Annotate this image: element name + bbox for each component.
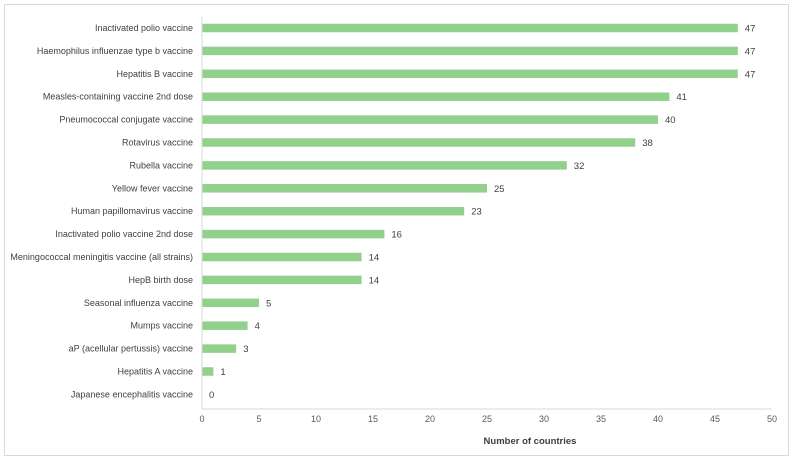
x-tick-label: 10	[311, 414, 321, 424]
bar	[202, 69, 738, 79]
category-label: Measles-containing vaccine 2nd dose	[43, 92, 193, 102]
bars	[202, 23, 738, 376]
bar	[202, 115, 658, 124]
category-label: aP (acellular pertussis) vaccine	[69, 344, 193, 354]
chart-frame	[4, 4, 789, 456]
category-label: Yellow fever vaccine	[112, 183, 193, 193]
category-label: Hepatitis B vaccine	[116, 69, 193, 79]
bar	[202, 138, 636, 147]
bar	[202, 275, 362, 285]
data-label: 47	[745, 24, 756, 35]
bar	[202, 344, 237, 353]
data-label: 32	[574, 161, 585, 172]
category-label: Rubella vaccine	[129, 160, 193, 170]
bar	[202, 184, 487, 193]
x-tick-label: 20	[425, 414, 435, 424]
data-label: 41	[676, 92, 687, 103]
category-label: HepB birth dose	[128, 275, 193, 285]
category-label: Pneumococcal conjugate vaccine	[59, 115, 193, 125]
category-label: Mumps vaccine	[130, 321, 193, 331]
category-label: Seasonal influenza vaccine	[84, 298, 193, 308]
x-tick-label: 50	[767, 414, 777, 424]
data-label: 38	[642, 138, 653, 149]
data-label: 40	[665, 115, 676, 126]
category-label: Human papillomavirus vaccine	[71, 206, 193, 216]
bar	[202, 92, 670, 101]
bar	[202, 367, 214, 376]
bar	[202, 298, 259, 308]
x-tick-label: 35	[596, 414, 606, 424]
category-label: Meningococcal meningitis vaccine (all st…	[10, 252, 193, 262]
category-label: Inactivated polio vaccine	[95, 23, 193, 33]
bar	[202, 46, 738, 56]
data-label: 1	[220, 367, 225, 378]
x-tick-label: 30	[539, 414, 549, 424]
category-label: Haemophilus influenzae type b vaccine	[37, 46, 193, 56]
x-tick-label: 40	[653, 414, 663, 424]
data-label: 25	[494, 184, 505, 195]
data-label: 14	[369, 275, 380, 286]
data-labels: 47 47 47 41 40 38 32 25 23 16 14 14 5 4 3 1 0	[209, 24, 755, 401]
x-axis-title: Number of countries	[484, 436, 577, 447]
x-tick-label: 0	[199, 414, 204, 424]
bar	[202, 161, 567, 170]
x-axis: 0 5 10 15 20 25 30 35 40 45 50	[199, 17, 777, 424]
x-tick-label: 45	[710, 414, 720, 424]
category-label: Japanese encephalitis vaccine	[71, 389, 193, 399]
category-labels: Inactivated polio vaccine Haemophilus inf…	[10, 23, 193, 399]
x-tick-label: 5	[256, 414, 261, 424]
x-tick-label: 25	[482, 414, 492, 424]
data-label: 0	[209, 390, 214, 401]
category-label: Inactivated polio vaccine 2nd dose	[55, 229, 193, 239]
bar	[202, 229, 385, 239]
data-label: 5	[266, 298, 271, 309]
data-label: 16	[391, 230, 402, 241]
data-label: 3	[243, 344, 248, 355]
bar	[202, 252, 362, 262]
category-label: Rotavirus vaccine	[122, 138, 193, 148]
data-label: 47	[745, 69, 756, 80]
data-label: 47	[745, 46, 756, 57]
bar	[202, 321, 248, 330]
x-tick-label: 15	[368, 414, 378, 424]
category-label: Hepatitis A vaccine	[117, 367, 193, 377]
data-label: 23	[471, 207, 482, 218]
data-label: 14	[369, 253, 380, 264]
data-label: 4	[255, 321, 260, 332]
bar	[202, 206, 465, 216]
bar	[202, 23, 738, 33]
